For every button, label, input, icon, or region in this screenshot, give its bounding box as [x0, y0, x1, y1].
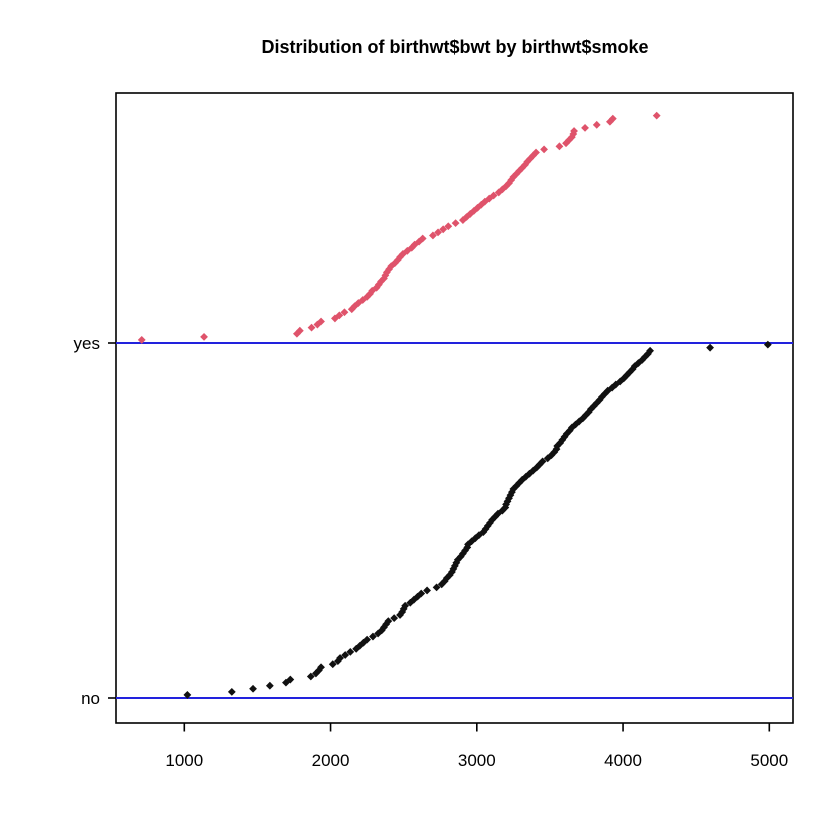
data-point-no: [506, 491, 515, 500]
data-point-no: [450, 561, 459, 570]
data-point-yes: [293, 329, 301, 338]
data-point-no: [328, 660, 337, 669]
data-point-no: [333, 657, 342, 666]
data-point-no: [336, 654, 344, 662]
data-point-no: [423, 586, 431, 595]
data-point-no: [432, 583, 441, 592]
data-point-no: [390, 614, 399, 623]
data-point-yes: [335, 311, 344, 320]
x-tick-label: 2000: [312, 751, 350, 770]
data-point-no: [286, 675, 295, 684]
data-point-yes: [581, 123, 589, 132]
data-point-no: [763, 340, 772, 349]
data-point-no: [589, 402, 598, 410]
data-point-yes: [515, 167, 524, 175]
data-point-yes: [498, 185, 507, 194]
data-point-yes: [521, 160, 529, 169]
plot-layer: 1000 2000 3000 4000 5000 yes no: [74, 92, 794, 770]
data-point-yes: [451, 219, 460, 228]
plot-box: [115, 92, 794, 724]
data-point-yes: [137, 336, 146, 344]
data-point-no: [445, 571, 454, 579]
data-point-yes: [562, 139, 570, 148]
x-tick-label: 1000: [165, 751, 203, 770]
chart-title: Distribution of birthwt$bwt by birthwt$s…: [262, 37, 649, 57]
data-point-yes: [608, 114, 617, 123]
data-point-yes: [489, 191, 498, 200]
data-point-yes: [317, 317, 325, 326]
x-tick-label: 4000: [604, 751, 642, 770]
data-point-no: [282, 678, 290, 687]
data-point-no: [502, 500, 510, 509]
data-point-no: [575, 417, 584, 426]
data-point-no: [399, 604, 408, 613]
data-point-no: [363, 635, 372, 644]
data-point-no: [586, 405, 595, 414]
data-point-yes: [307, 323, 316, 332]
data-point-yes: [434, 228, 442, 237]
data-point-yes: [396, 253, 404, 261]
data-point-no: [578, 414, 587, 423]
data-point-yes: [592, 120, 601, 129]
data-point-yes: [459, 216, 467, 224]
data-point-no: [317, 663, 325, 672]
data-point-yes: [295, 326, 304, 335]
data-point-no: [306, 672, 315, 681]
data-point-yes: [418, 234, 427, 243]
data-point-yes: [444, 222, 453, 231]
data-point-no: [505, 494, 513, 503]
data-point-no: [384, 617, 393, 626]
data-point-yes: [462, 213, 471, 221]
x-tick-label: 3000: [458, 751, 496, 770]
data-point-no: [453, 555, 462, 564]
data-point-no: [442, 574, 451, 583]
data-point-no: [646, 346, 655, 355]
data-point-no: [341, 651, 350, 659]
data-point-no: [249, 684, 257, 693]
data-point-no: [183, 691, 192, 699]
data-point-no: [448, 568, 456, 576]
data-point-no: [581, 411, 590, 420]
data-point-no: [417, 589, 426, 598]
x-tick-label: 5000: [750, 751, 788, 770]
data-point-yes: [518, 163, 527, 172]
y-axis-label-yes: yes: [74, 334, 100, 353]
data-point-no: [503, 497, 512, 506]
data-point-no: [538, 457, 547, 466]
data-point-yes: [200, 332, 208, 341]
y-axis-label-no: no: [81, 689, 100, 708]
data-point-yes: [429, 231, 437, 240]
data-point-no: [369, 632, 377, 641]
data-point-no: [227, 687, 236, 696]
data-point-no: [584, 408, 593, 417]
data-point-no: [508, 488, 516, 497]
data-point-no: [706, 343, 714, 352]
data-point-yes: [570, 127, 578, 135]
data-point-no: [456, 552, 465, 561]
data-point-no: [265, 681, 274, 690]
data-point-yes: [393, 256, 402, 264]
data-point-no: [449, 565, 458, 573]
data-point-yes: [540, 145, 548, 154]
data-point-yes: [399, 249, 407, 258]
data-point-yes: [652, 111, 661, 120]
data-point-no: [401, 601, 410, 610]
data-point-no: [346, 648, 355, 656]
data-point-yes: [565, 136, 573, 145]
data-point-yes: [555, 142, 564, 151]
data-point-yes: [502, 182, 510, 191]
data-point-yes: [532, 148, 540, 157]
data-point-yes: [439, 225, 448, 234]
data-point-no: [452, 558, 461, 567]
data-point-yes: [340, 308, 349, 317]
